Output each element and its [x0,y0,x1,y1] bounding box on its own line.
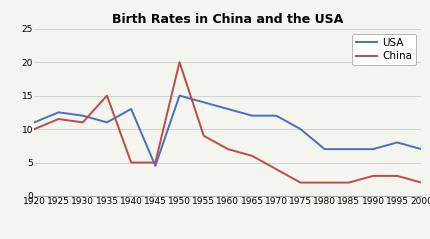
China [201,134,206,137]
China [322,181,327,184]
Title: Birth Rates in China and the USA: Birth Rates in China and the USA [112,13,344,26]
China [419,181,424,184]
China [32,128,37,130]
USA [273,114,279,117]
USA [129,108,134,110]
USA [153,164,158,167]
USA [32,121,37,124]
China [370,174,375,177]
China [395,174,400,177]
China [225,148,230,151]
Line: China: China [34,62,421,183]
USA [298,128,303,130]
China [153,161,158,164]
China [104,94,110,97]
USA [104,121,110,124]
USA [419,148,424,151]
China [56,118,61,120]
USA [370,148,375,151]
USA [56,111,61,114]
USA [201,101,206,104]
Line: USA: USA [34,96,421,166]
China [80,121,85,124]
Legend: USA, China: USA, China [352,34,416,65]
USA [80,114,85,117]
USA [225,108,230,110]
China [249,154,255,157]
China [177,61,182,64]
USA [346,148,351,151]
USA [249,114,255,117]
China [273,168,279,171]
China [298,181,303,184]
China [129,161,134,164]
China [346,181,351,184]
USA [322,148,327,151]
USA [395,141,400,144]
USA [177,94,182,97]
